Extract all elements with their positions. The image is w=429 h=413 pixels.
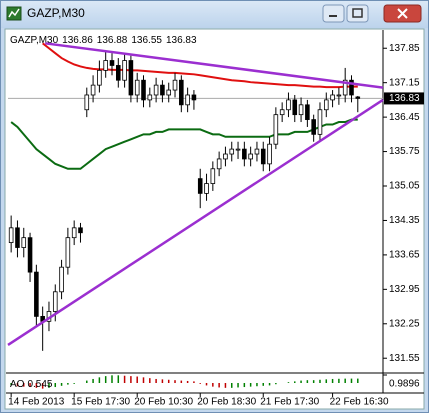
y-tick-label: 133.65 [389, 250, 420, 261]
restore-button[interactable] [346, 4, 369, 23]
candle-body [166, 89, 172, 96]
candle-body [286, 99, 291, 111]
candle-body [235, 148, 241, 151]
window-icon-graph [8, 8, 20, 18]
candle-body [311, 119, 316, 135]
y-tick-label: 137.15 [389, 77, 420, 88]
candle-body [172, 79, 178, 91]
trendline [7, 98, 384, 346]
info-value: 136.86 [62, 35, 93, 46]
candle-body [116, 65, 121, 81]
moving-average [42, 42, 358, 89]
info-value: 136.83 [166, 35, 197, 46]
candle-body [323, 99, 329, 111]
candle-body [279, 109, 285, 116]
y-tick-label: 134.35 [389, 215, 420, 226]
ao-name: AO [10, 379, 25, 390]
candle-body [197, 178, 203, 194]
last-price-label: 136.83 [389, 93, 420, 104]
candle-body [59, 266, 64, 293]
candle-body [254, 148, 260, 155]
close-icon [397, 8, 408, 19]
candle-body [267, 143, 272, 165]
candle-body [84, 94, 90, 111]
y-tick-label: 131.55 [389, 353, 420, 364]
candle-body [216, 158, 222, 170]
candle-body [153, 84, 159, 96]
candle-body [52, 291, 58, 312]
candle-body [336, 94, 342, 97]
candle-body [103, 60, 108, 71]
candle-body [179, 79, 184, 106]
x-tick-label: 22 Feb 16:30 [330, 397, 389, 408]
x-tick-label: 20 Feb 18:30 [197, 397, 256, 408]
candle-body [229, 148, 235, 155]
candle-body [15, 227, 20, 248]
candle-body [128, 60, 134, 96]
chart-info: GAZP,M30 136.86 136.88 136.55 136.83 [10, 35, 197, 46]
candle-body [191, 94, 197, 101]
candle-body [223, 153, 228, 160]
candle-body [260, 148, 266, 165]
trendline [45, 42, 384, 89]
restore-icon [352, 8, 363, 18]
candle-body [185, 94, 190, 106]
candle-body [305, 104, 310, 120]
y-tick-label: 137.85 [389, 43, 420, 54]
y-tick-label: 132.95 [389, 284, 420, 295]
ao-tick-label: 0.9896 [389, 379, 420, 390]
candle-body [21, 237, 27, 248]
moving-average [10, 118, 358, 170]
x-tick-label: 21 Feb 17:30 [260, 397, 319, 408]
candle-body [122, 60, 127, 81]
candle-body [317, 109, 323, 135]
y-tick-label: 135.05 [389, 181, 420, 192]
ao-label: AO 0.545 [10, 379, 53, 390]
candle-body [27, 237, 33, 273]
candle-body [298, 104, 304, 116]
candle-body [204, 183, 209, 194]
ao-value: 0.545 [27, 379, 52, 390]
candle-body [147, 94, 153, 101]
candle-body [97, 69, 102, 86]
y-tick-label: 136.45 [389, 112, 420, 123]
y-tick-label: 135.75 [389, 146, 420, 157]
candle-body [210, 168, 216, 184]
candle-body [349, 79, 354, 96]
x-tick-label: 15 Feb 17:30 [71, 397, 130, 408]
candle-body [90, 84, 96, 96]
candle-body [160, 84, 165, 96]
candle-body [65, 237, 71, 268]
candle-body [248, 153, 253, 160]
candle-body [78, 227, 83, 234]
candle-body [342, 79, 348, 96]
candle-body [109, 60, 115, 66]
candle-body [273, 114, 279, 145]
symbol: GAZP,M30 [10, 35, 59, 46]
candle-body [141, 79, 146, 101]
info-value: 136.88 [97, 35, 128, 46]
candle-body [134, 79, 140, 96]
x-tick-label: 20 Feb 10:30 [134, 397, 193, 408]
plot: 137.85 137.15 136.45 135.75 135.05 134.35 133.… [6, 30, 424, 408]
info-value: 136.55 [131, 35, 162, 46]
y-tick-label: 132.25 [389, 318, 420, 329]
x-tick-label: 14 Feb 2013 [8, 397, 65, 408]
candle-body [330, 94, 335, 101]
candle-body [8, 227, 14, 243]
candle-body [242, 148, 247, 160]
candle-body [71, 227, 77, 239]
candle-body [292, 99, 298, 116]
minimize-button[interactable] [322, 4, 345, 23]
candle-body [34, 271, 39, 317]
chart-area [4, 28, 425, 410]
window-title: GAZP,M30 [27, 6, 85, 20]
candle-body [355, 96, 361, 99]
last-price-box [384, 92, 424, 105]
